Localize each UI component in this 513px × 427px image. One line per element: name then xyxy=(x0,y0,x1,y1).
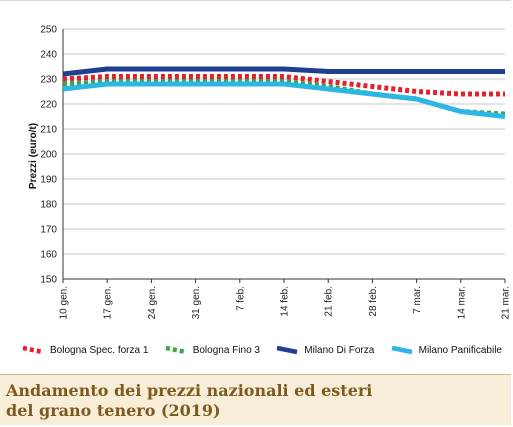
x-tick-label: 31 gen. xyxy=(191,286,202,319)
legend-swatch xyxy=(22,345,44,355)
legend-swatch xyxy=(276,345,298,355)
legend-swatch-line xyxy=(22,345,44,355)
series-line-bologna-spec-forza-1 xyxy=(62,74,505,97)
series-line-milano-di-forza xyxy=(62,66,505,77)
grid-lines xyxy=(63,28,505,280)
x-tick-label: 7 mar. xyxy=(412,286,423,314)
y-tick-label: 160 xyxy=(40,250,57,261)
legend-swatch-line xyxy=(276,345,298,355)
y-tick-label: 250 xyxy=(40,25,57,36)
legend-swatch-line xyxy=(391,345,413,355)
legend-label: Milano Panificabile xyxy=(418,344,502,356)
x-tick-label: 14 feb. xyxy=(280,286,291,317)
series-line-milano-panificabile xyxy=(62,81,506,119)
legend-item: Bologna Spec. forza 1 xyxy=(22,345,148,356)
axes xyxy=(62,29,506,283)
legend-swatch xyxy=(165,345,187,355)
y-tick-label: 210 xyxy=(40,125,57,136)
legend-item: Bologna Fino 3 xyxy=(165,345,260,356)
y-axis-label: Prezzi (euro/t) xyxy=(28,123,39,189)
legend-item: Milano Panificabile xyxy=(391,345,502,356)
legend-label: Bologna Spec. forza 1 xyxy=(50,344,149,356)
y-tick-label: 240 xyxy=(40,50,57,61)
x-tick-label: 7 feb. xyxy=(235,286,246,311)
x-tick-label: 28 feb. xyxy=(368,286,379,317)
y-tick-label: 170 xyxy=(40,225,57,236)
x-tick-label: 17 gen. xyxy=(103,286,114,319)
y-tick-label: 230 xyxy=(40,75,57,86)
legend-item: Milano Di Forza xyxy=(276,345,374,356)
x-tick-label: 10 gen. xyxy=(59,286,70,319)
legend-label: Milano Di Forza xyxy=(304,344,375,356)
caption-box: Andamento dei prezzi nazionali ed esteri… xyxy=(0,374,511,425)
x-tick-label: 21 mar. xyxy=(501,286,512,319)
y-tick-label: 220 xyxy=(40,100,57,111)
legend-swatch-line xyxy=(165,345,187,355)
caption-title: Andamento dei prezzi nazionali ed esteri… xyxy=(6,381,373,420)
legend: Bologna Spec. forza 1 Bologna Fino 3 Milan… xyxy=(22,341,502,359)
y-tick-label: 190 xyxy=(40,175,57,186)
tick-labels: 150 160 170 180 190 200 210 220 230 240 250 10 gen.… xyxy=(40,25,511,320)
y-tick-label: 150 xyxy=(40,275,57,286)
legend-swatch xyxy=(391,345,413,355)
x-tick-label: 14 mar. xyxy=(456,286,467,319)
y-tick-label: 200 xyxy=(40,150,57,161)
legend-label: Bologna Fino 3 xyxy=(192,344,260,356)
line-chart: 150 160 170 180 190 200 210 220 230 240 250 10 gen.… xyxy=(28,25,511,320)
series-lines xyxy=(62,66,506,119)
y-tick-label: 180 xyxy=(40,200,57,211)
x-tick-label: 24 gen. xyxy=(147,286,158,319)
x-tick-label: 21 feb. xyxy=(324,286,335,317)
